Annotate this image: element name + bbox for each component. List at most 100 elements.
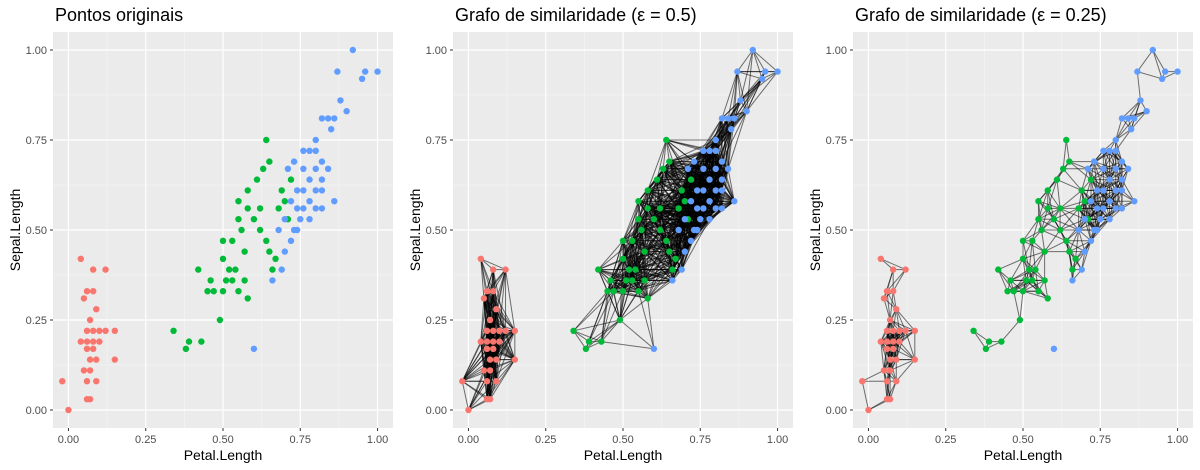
graph-edge xyxy=(622,201,639,241)
data-point xyxy=(889,288,897,295)
data-point xyxy=(489,338,497,345)
data-point xyxy=(253,176,261,183)
data-point xyxy=(1124,115,1132,122)
graph-edge xyxy=(644,251,673,271)
data-point xyxy=(724,165,732,172)
data-point xyxy=(198,338,205,345)
data-point xyxy=(290,158,298,165)
data-point xyxy=(306,216,313,223)
data-point xyxy=(182,345,190,352)
graph-edge xyxy=(880,258,906,271)
data-point xyxy=(1056,226,1064,234)
graph-edge xyxy=(1127,100,1141,119)
data-point xyxy=(1069,266,1076,273)
graph-edge xyxy=(1044,229,1061,252)
data-point xyxy=(684,165,692,172)
graph-edge xyxy=(662,139,667,169)
graph-edge xyxy=(861,381,869,411)
data-point xyxy=(93,306,100,313)
graph-edge xyxy=(997,269,1015,292)
graph-edge xyxy=(489,319,516,332)
data-point xyxy=(886,396,894,403)
graph-edge xyxy=(1109,179,1117,209)
graph-edge xyxy=(737,71,763,80)
graph-edge xyxy=(644,269,682,281)
x-tick-label: 0.25 xyxy=(935,434,956,446)
data-point xyxy=(616,316,624,324)
data-point xyxy=(306,176,313,183)
graph-edge xyxy=(619,291,624,321)
graph-edge xyxy=(727,111,748,169)
data-point xyxy=(985,338,993,345)
data-point xyxy=(1059,165,1067,172)
data-point xyxy=(712,187,719,194)
data-point xyxy=(1118,115,1126,122)
data-point xyxy=(1053,176,1061,183)
data-point xyxy=(1090,158,1098,165)
graph-edge xyxy=(480,298,485,342)
data-point xyxy=(77,255,85,262)
graph-edge xyxy=(597,240,624,270)
y-axis-title: Sepal.Length xyxy=(407,189,423,272)
data-point xyxy=(195,266,202,273)
data-point xyxy=(893,378,900,385)
y-tick-label: 0.75 xyxy=(26,135,47,147)
graph-edge xyxy=(693,161,698,191)
data-point xyxy=(284,165,292,172)
graph-edge xyxy=(721,71,738,119)
graph-edge xyxy=(752,49,778,72)
graph-edge xyxy=(1062,139,1067,169)
data-point xyxy=(889,266,897,273)
data-point xyxy=(312,205,319,212)
graph-edge xyxy=(585,319,621,350)
data-point xyxy=(706,147,713,154)
graph-edge xyxy=(1081,240,1092,270)
data-point xyxy=(1004,288,1011,295)
graph-edge xyxy=(1022,290,1048,299)
graph-edge xyxy=(637,291,655,349)
data-point xyxy=(641,248,648,255)
data-point xyxy=(706,198,713,205)
graph-edge xyxy=(1084,179,1092,202)
data-point xyxy=(293,226,301,234)
data-point xyxy=(622,277,630,284)
data-point xyxy=(585,338,593,345)
data-point xyxy=(459,378,466,385)
x-tick-label: 0.00 xyxy=(58,434,79,446)
graph-edge xyxy=(752,49,766,72)
graph-edge xyxy=(973,330,987,350)
graph-edge xyxy=(1090,179,1098,209)
data-point xyxy=(666,248,673,255)
data-point xyxy=(635,198,642,205)
data-point xyxy=(312,136,319,144)
graph-edge xyxy=(678,229,686,252)
data-point xyxy=(269,266,276,273)
graph-edge xyxy=(1152,49,1166,72)
graph-edge xyxy=(1090,201,1095,231)
data-point xyxy=(1100,187,1107,194)
graph-edge xyxy=(1047,179,1058,209)
data-point xyxy=(1078,187,1085,194)
data-point xyxy=(241,248,248,255)
y-tick-label: 1.00 xyxy=(826,45,847,57)
data-point xyxy=(89,327,97,334)
data-point xyxy=(1158,75,1166,83)
graph-edge xyxy=(730,110,748,130)
data-point xyxy=(635,288,642,295)
data-point xyxy=(619,237,627,244)
graph-edge xyxy=(886,370,891,400)
graph-edge xyxy=(622,290,648,299)
data-point xyxy=(1035,288,1042,295)
y-axis-title: Sepal.Length xyxy=(7,189,23,272)
y-tick-label: 0.00 xyxy=(826,405,847,417)
graph-edge xyxy=(1019,291,1024,321)
data-point xyxy=(297,216,304,223)
graph-edge xyxy=(1137,71,1163,80)
data-point xyxy=(496,327,503,334)
graph-edge xyxy=(1090,200,1116,209)
data-point xyxy=(1100,165,1107,172)
graph-edge xyxy=(601,341,654,350)
data-point xyxy=(663,136,670,144)
data-point xyxy=(666,158,673,165)
data-point xyxy=(1063,237,1070,244)
